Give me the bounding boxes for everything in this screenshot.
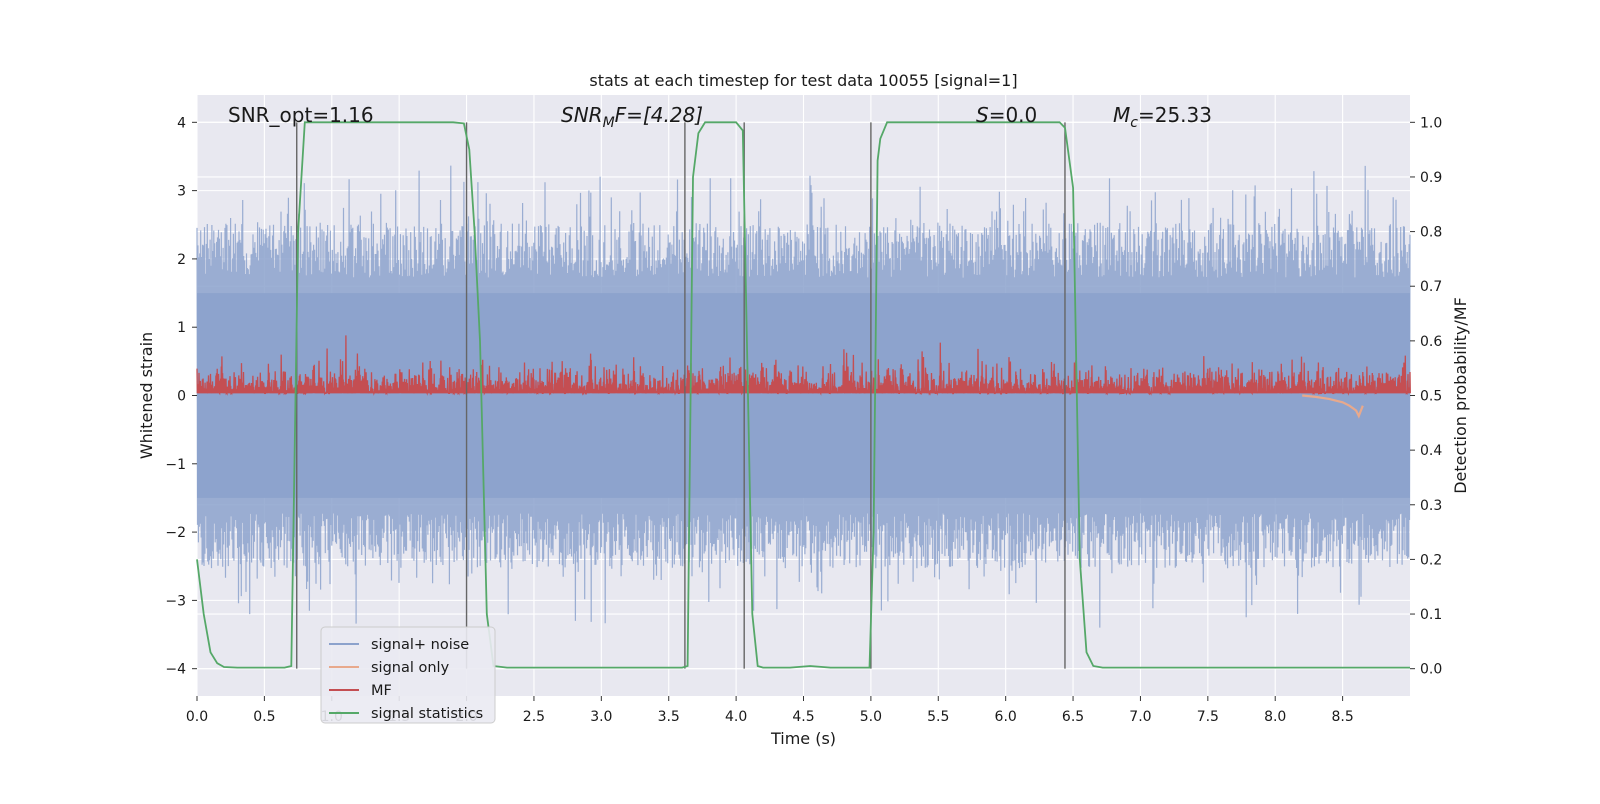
snr-mf-rest: F=[4.28]: [615, 103, 703, 127]
mc-value: =25.33: [1138, 103, 1212, 127]
x-tick-label: 8.5: [1331, 709, 1353, 725]
y-left-tick-label: −4: [165, 662, 186, 678]
snr-mf-base: SNR: [561, 103, 603, 127]
line-signal-statistics: [196, 121, 1410, 669]
series-signal-only: [1302, 394, 1364, 419]
y-right-tick-label: 0.7: [1420, 279, 1442, 295]
x-axis-label: Time (s): [770, 729, 836, 748]
y-left-tick-label: 4: [177, 115, 186, 131]
snr-mf-sub: M: [603, 115, 615, 131]
y-right-tick-label: 0.4: [1420, 443, 1442, 459]
series-signal-noise: [196, 165, 1411, 628]
x-tick-label: 6.0: [995, 709, 1017, 725]
x-tick-label: 8.0: [1264, 709, 1286, 725]
x-tick-label: 6.5: [1062, 709, 1084, 725]
annotation-snr-mf: SNRMF=[4.28]: [561, 103, 703, 131]
legend-box: [320, 626, 496, 724]
x-tick-label: 3.5: [658, 709, 680, 725]
legend-label: MF: [371, 683, 392, 699]
y-right-tick-label: 0.0: [1420, 662, 1442, 678]
vertical-markers: [296, 122, 1066, 669]
y-right-tick-label: 0.5: [1420, 389, 1442, 405]
x-tick-label: 5.0: [860, 709, 882, 725]
x-tick-label: 7.0: [1129, 709, 1151, 725]
legend-label: signal only: [371, 660, 450, 676]
x-tick-label: 3.0: [590, 709, 612, 725]
y-axis-label-left: Whitened strain: [137, 332, 156, 459]
mc-sub: c: [1130, 115, 1138, 131]
x-tick-label: 0.5: [253, 709, 275, 725]
band-signal-noise: [197, 293, 1410, 498]
s-value: =0.0: [989, 103, 1038, 127]
legend: signal+ noise signal only MF signal statist…: [320, 626, 496, 724]
y-right-tick-label: 0.6: [1420, 334, 1442, 350]
y-left-tick-label: −1: [165, 457, 186, 473]
annotation-s: S=0.0: [976, 103, 1037, 127]
series-signal-statistics: [196, 121, 1410, 669]
y-axis-label-right: Detection probability/MF: [1451, 297, 1470, 494]
annotation-snr-opt: SNR_opt=1.16: [228, 103, 374, 127]
y-left-tick-label: −2: [165, 525, 186, 541]
y-left-tick-label: 3: [177, 184, 186, 200]
mc-base: M: [1113, 103, 1130, 127]
legend-label: signal+ noise: [371, 637, 469, 653]
y-left-tick-label: 2: [177, 252, 186, 268]
y-right-tick-label: 1.0: [1420, 115, 1442, 131]
axis-ticks: 0.00.51.01.52.02.53.03.54.04.55.05.56.06…: [165, 115, 1442, 725]
x-tick-label: 7.5: [1197, 709, 1219, 725]
y-right-tick-label: 0.9: [1420, 170, 1442, 186]
x-tick-label: 4.5: [792, 709, 814, 725]
y-right-tick-label: 0.2: [1420, 552, 1442, 568]
legend-label: signal statistics: [371, 706, 483, 722]
chart-title: stats at each timestep for test data 100…: [589, 71, 1017, 90]
x-tick-label: 2.5: [523, 709, 545, 725]
y-left-tick-label: 1: [177, 320, 186, 336]
line-signal-only: [1302, 394, 1364, 419]
y-right-tick-label: 0.3: [1420, 498, 1442, 514]
y-right-tick-label: 0.1: [1420, 607, 1442, 623]
series-mf: [196, 335, 1411, 396]
s-name: S: [976, 103, 989, 127]
y-left-tick-label: 0: [177, 389, 186, 405]
x-tick-label: 4.0: [725, 709, 747, 725]
y-left-tick-label: −3: [165, 593, 186, 609]
line-mf: [196, 335, 1411, 396]
annotation-mc: Mc=25.33: [1113, 103, 1212, 131]
x-tick-label: 5.5: [927, 709, 949, 725]
x-tick-label: 0.0: [186, 709, 208, 725]
y-right-tick-label: 0.8: [1420, 225, 1442, 241]
